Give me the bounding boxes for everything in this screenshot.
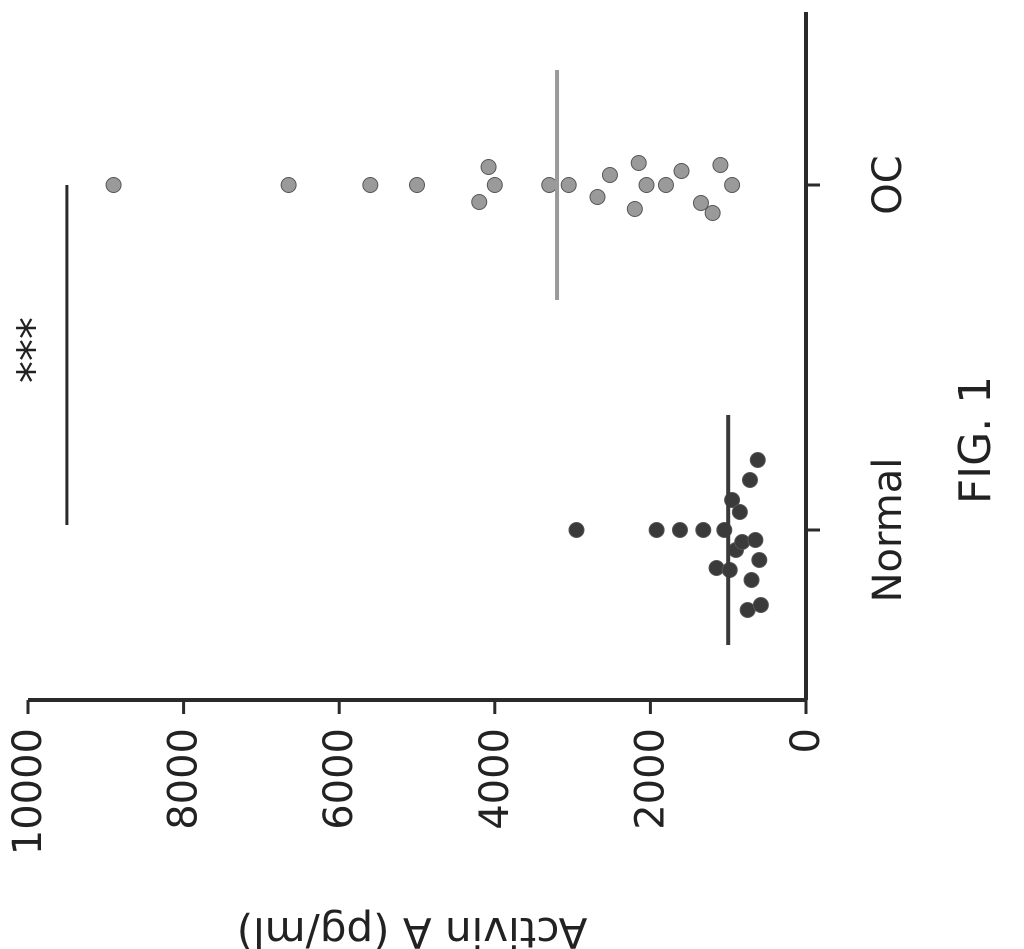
data-point-oc — [712, 157, 729, 173]
data-point-oc — [704, 205, 721, 221]
category-label: OC — [865, 155, 911, 214]
data-point-oc — [630, 155, 647, 171]
data-point-oc — [560, 177, 577, 193]
category-axis-ticks: Normal OC — [806, 155, 911, 602]
data-point-oc — [362, 177, 379, 193]
data-point-oc — [480, 159, 497, 175]
data-point-oc — [486, 177, 503, 193]
data-point-normal — [752, 597, 769, 613]
figure-label: FIG. 1 — [950, 376, 1001, 504]
value-tick-label: 4000 — [472, 728, 518, 830]
category-label: Normal — [865, 458, 911, 603]
mean-lines — [555, 70, 731, 645]
data-point-normal — [695, 522, 712, 538]
value-axis-label: Activin A (pg/ml) — [237, 908, 588, 949]
data-point-normal — [734, 534, 751, 550]
data-point-oc — [626, 201, 643, 217]
value-tick-label: 0 — [783, 728, 829, 753]
value-axis-ticks: 0 2000 4000 6000 8000 10000 — [5, 700, 829, 855]
data-point-normal — [751, 552, 768, 568]
data-point-oc — [638, 177, 655, 193]
data-point-normal — [749, 452, 766, 468]
data-point-oc — [280, 177, 297, 193]
value-tick-label: 8000 — [161, 728, 207, 830]
value-tick-label: 6000 — [316, 728, 362, 830]
data-point-oc — [105, 177, 122, 193]
data-point-normal — [648, 522, 665, 538]
value-tick-label: 2000 — [627, 728, 673, 830]
data-point-oc — [724, 177, 741, 193]
data-point-oc — [673, 163, 690, 179]
data-point-oc — [471, 194, 488, 210]
data-point-normal — [708, 560, 725, 576]
significance-bracket: *** — [9, 185, 69, 525]
data-point-oc — [541, 177, 558, 193]
data-point-normal — [743, 572, 760, 588]
data-point-oc — [589, 189, 606, 205]
data-point-normal — [731, 504, 748, 520]
data-point-oc — [409, 177, 425, 193]
data-point-oc — [601, 167, 618, 183]
data-points — [105, 155, 769, 618]
data-point-normal — [568, 522, 585, 538]
data-point-oc — [657, 177, 674, 193]
data-point-normal — [741, 472, 758, 488]
data-point-normal — [747, 532, 764, 548]
data-point-normal — [671, 522, 688, 538]
data-point-oc — [692, 195, 709, 211]
value-tick-label: 10000 — [5, 728, 51, 855]
significance-label: *** — [9, 317, 60, 383]
plot-area: 0 2000 4000 6000 8000 10000 Normal OC *** — [5, 12, 911, 855]
